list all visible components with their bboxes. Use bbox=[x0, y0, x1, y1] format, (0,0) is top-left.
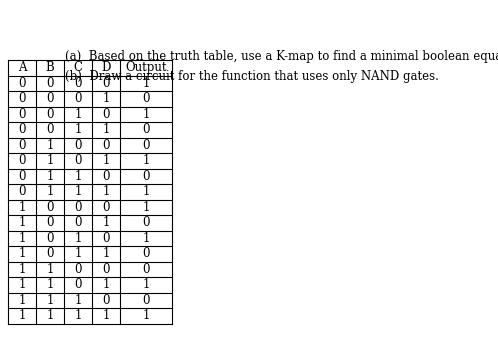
Text: 0: 0 bbox=[102, 232, 110, 245]
Text: 0: 0 bbox=[142, 263, 150, 276]
Text: 0: 0 bbox=[142, 294, 150, 307]
Text: 1: 1 bbox=[142, 108, 150, 121]
Text: 0: 0 bbox=[46, 232, 54, 245]
Text: 1: 1 bbox=[18, 201, 26, 214]
Text: 0: 0 bbox=[46, 77, 54, 90]
Text: 1: 1 bbox=[74, 170, 82, 183]
Text: 0: 0 bbox=[74, 216, 82, 229]
Text: 1: 1 bbox=[46, 170, 54, 183]
Text: 0: 0 bbox=[102, 139, 110, 152]
Text: 0: 0 bbox=[74, 139, 82, 152]
Text: 0: 0 bbox=[102, 77, 110, 90]
Text: 0: 0 bbox=[74, 92, 82, 105]
Text: 1: 1 bbox=[18, 216, 26, 229]
Text: 1: 1 bbox=[18, 309, 26, 322]
Text: 1: 1 bbox=[102, 123, 110, 136]
Text: 1: 1 bbox=[18, 247, 26, 260]
Text: 1: 1 bbox=[18, 263, 26, 276]
Text: C: C bbox=[74, 61, 83, 74]
Text: 1: 1 bbox=[74, 247, 82, 260]
Text: 0: 0 bbox=[18, 108, 26, 121]
Text: 0: 0 bbox=[102, 263, 110, 276]
Text: 0: 0 bbox=[74, 77, 82, 90]
Text: 0: 0 bbox=[46, 201, 54, 214]
Text: 0: 0 bbox=[18, 92, 26, 105]
Text: 1: 1 bbox=[102, 278, 110, 291]
Text: 0: 0 bbox=[142, 139, 150, 152]
Text: 0: 0 bbox=[74, 154, 82, 167]
Text: 1: 1 bbox=[46, 294, 54, 307]
Text: 1: 1 bbox=[102, 309, 110, 322]
Text: 1: 1 bbox=[46, 139, 54, 152]
Text: 0: 0 bbox=[18, 77, 26, 90]
Text: 1: 1 bbox=[142, 201, 150, 214]
Text: 0: 0 bbox=[102, 201, 110, 214]
Text: 0: 0 bbox=[18, 139, 26, 152]
Text: 0: 0 bbox=[142, 216, 150, 229]
Text: 0: 0 bbox=[74, 263, 82, 276]
Text: 1: 1 bbox=[102, 154, 110, 167]
Text: 1: 1 bbox=[142, 154, 150, 167]
Text: 1: 1 bbox=[142, 185, 150, 198]
Text: 1: 1 bbox=[102, 247, 110, 260]
Text: 0: 0 bbox=[142, 170, 150, 183]
Text: A: A bbox=[18, 61, 26, 74]
Text: 0: 0 bbox=[142, 247, 150, 260]
Text: 1: 1 bbox=[46, 154, 54, 167]
Text: Output: Output bbox=[125, 61, 167, 74]
Text: 0: 0 bbox=[102, 170, 110, 183]
Text: 1: 1 bbox=[142, 278, 150, 291]
Text: 0: 0 bbox=[142, 123, 150, 136]
Text: 1: 1 bbox=[18, 232, 26, 245]
Text: 1: 1 bbox=[142, 77, 150, 90]
Text: 0: 0 bbox=[46, 247, 54, 260]
Text: D: D bbox=[101, 61, 111, 74]
Text: (a)  Based on the truth table, use a K-map to find a minimal boolean equation.: (a) Based on the truth table, use a K-ma… bbox=[65, 50, 498, 63]
Text: 1: 1 bbox=[74, 185, 82, 198]
Text: 1: 1 bbox=[18, 278, 26, 291]
Text: 1: 1 bbox=[102, 216, 110, 229]
Text: 0: 0 bbox=[46, 216, 54, 229]
Text: 0: 0 bbox=[46, 92, 54, 105]
Text: 1: 1 bbox=[74, 309, 82, 322]
Text: 0: 0 bbox=[102, 294, 110, 307]
Text: 1: 1 bbox=[102, 92, 110, 105]
Text: 0: 0 bbox=[18, 123, 26, 136]
Text: (b)  Draw a circuit for the function that uses only NAND gates.: (b) Draw a circuit for the function that… bbox=[65, 71, 439, 83]
Text: 1: 1 bbox=[74, 232, 82, 245]
Text: 0: 0 bbox=[74, 278, 82, 291]
Text: 0: 0 bbox=[18, 185, 26, 198]
Text: B: B bbox=[46, 61, 54, 74]
Text: 0: 0 bbox=[18, 170, 26, 183]
Text: 1: 1 bbox=[142, 309, 150, 322]
Text: 0: 0 bbox=[18, 154, 26, 167]
Text: 1: 1 bbox=[74, 294, 82, 307]
Text: 1: 1 bbox=[142, 232, 150, 245]
Text: 1: 1 bbox=[46, 185, 54, 198]
Text: 1: 1 bbox=[46, 309, 54, 322]
Text: 0: 0 bbox=[46, 108, 54, 121]
Text: 1: 1 bbox=[74, 108, 82, 121]
Text: 0: 0 bbox=[102, 108, 110, 121]
Text: 1: 1 bbox=[18, 294, 26, 307]
Text: 1: 1 bbox=[102, 185, 110, 198]
Text: 0: 0 bbox=[46, 123, 54, 136]
Text: 0: 0 bbox=[74, 201, 82, 214]
Text: 1: 1 bbox=[74, 123, 82, 136]
Text: 1: 1 bbox=[46, 278, 54, 291]
Text: 1: 1 bbox=[46, 263, 54, 276]
Text: 0: 0 bbox=[142, 92, 150, 105]
